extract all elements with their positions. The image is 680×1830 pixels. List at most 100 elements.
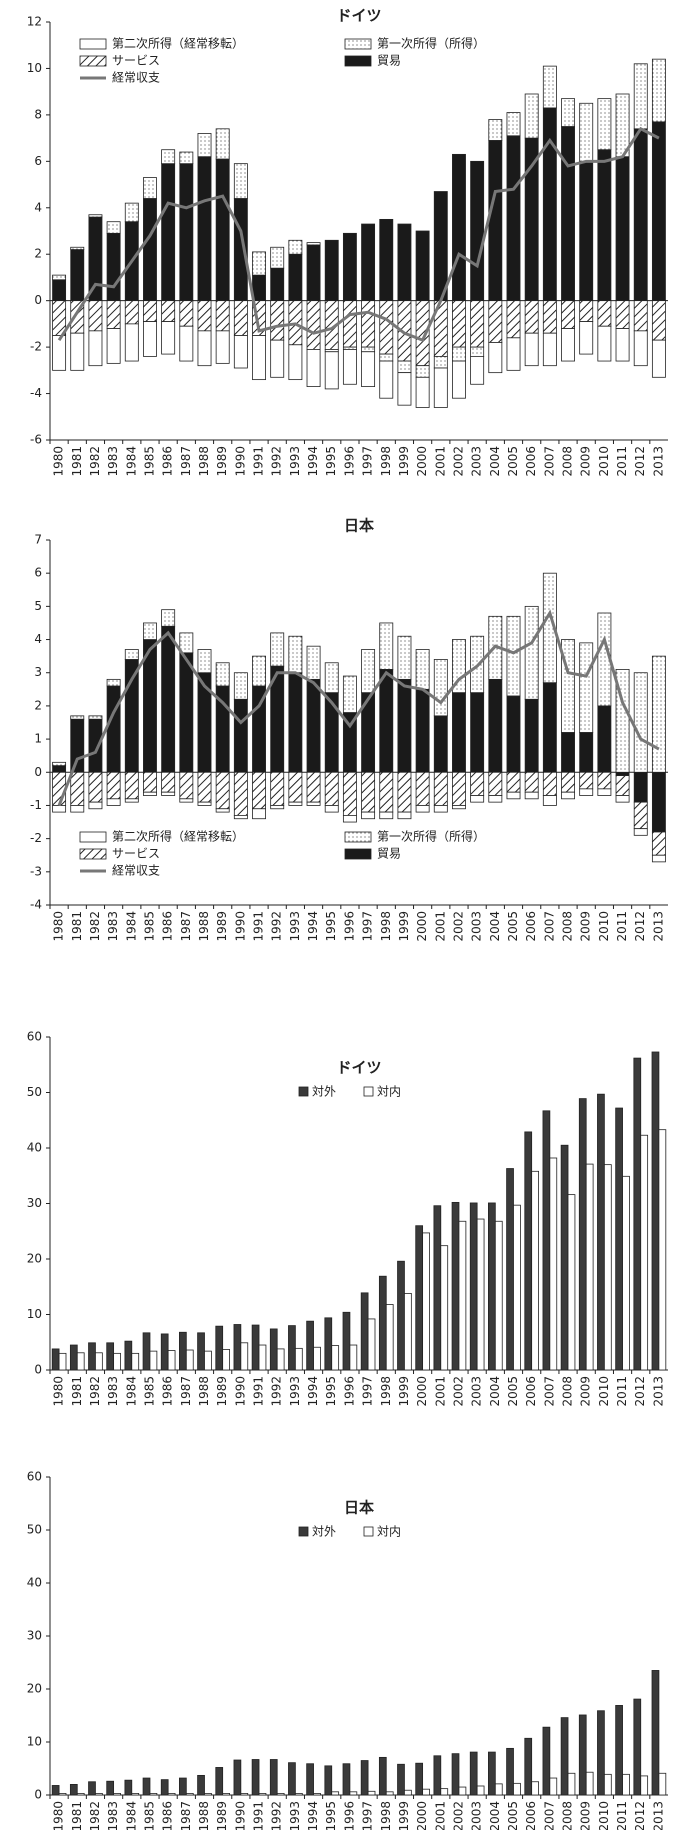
- y-tick-label: 0: [34, 765, 42, 779]
- bar: [306, 1320, 314, 1371]
- bar: [622, 1773, 630, 1796]
- x-tick-label: 1999: [397, 446, 411, 477]
- y-tick-label: 0: [34, 1788, 42, 1802]
- x-tick-label: 1980: [52, 1801, 66, 1830]
- bar: [160, 1779, 169, 1796]
- bar-segment: [488, 119, 503, 141]
- x-tick-label: 2007: [542, 1801, 556, 1830]
- bar-segment: [542, 572, 557, 684]
- bar-segment: [306, 300, 321, 350]
- bar-segment: [633, 128, 648, 302]
- bar-segment: [233, 335, 248, 369]
- x-tick-label: 1987: [179, 911, 193, 942]
- bar-segment: [342, 232, 357, 302]
- legend-label: 第一次所得（所得）: [377, 829, 485, 844]
- bar-segment: [161, 163, 176, 302]
- bar: [51, 1785, 60, 1796]
- bar: [404, 1293, 412, 1371]
- y-tick-label: 30: [27, 1629, 42, 1643]
- x-tick-label: 1981: [70, 911, 84, 942]
- bar-segment: [470, 771, 485, 796]
- bar: [433, 1755, 442, 1796]
- x-tick-label: 1996: [342, 446, 356, 477]
- bar-segment: [524, 791, 539, 800]
- bar: [324, 1765, 333, 1796]
- bar-segment: [615, 156, 630, 302]
- bar: [469, 1202, 478, 1371]
- bar-segment: [197, 801, 212, 806]
- legend-swatch: [344, 831, 372, 843]
- legend-swatch: [298, 1526, 309, 1537]
- bar-segment: [179, 652, 194, 773]
- bar: [397, 1763, 405, 1796]
- legend-swatch: [79, 38, 107, 50]
- y-tick-label: 30: [27, 1196, 42, 1210]
- bar-segment: [433, 715, 448, 773]
- bar-segment: [579, 300, 594, 322]
- x-tick-label: 2002: [451, 446, 465, 477]
- x-tick-label: 2000: [415, 1376, 429, 1407]
- chart-title: 日本: [344, 517, 374, 535]
- bar-segment: [52, 335, 67, 371]
- bar-segment: [342, 815, 357, 823]
- bar: [549, 1157, 558, 1371]
- bar-segment: [252, 251, 266, 276]
- x-tick-label: 1991: [252, 1801, 266, 1830]
- bar-segment: [397, 811, 412, 820]
- bar-segment: [633, 63, 648, 130]
- bar-segment: [70, 249, 85, 302]
- x-tick-label: 1980: [52, 1376, 66, 1407]
- bar: [142, 1332, 151, 1371]
- bar-segment: [233, 815, 248, 820]
- x-tick-label: 2013: [651, 911, 665, 942]
- bar: [451, 1753, 460, 1796]
- bar-segment: [415, 376, 430, 408]
- legend: 貿易 サービス 第一次所得（所得） 第二次所得（経常移転） 経常収支: [79, 829, 485, 878]
- bar-segment: [579, 160, 594, 302]
- bar: [276, 1793, 285, 1796]
- bar-segment: [197, 133, 212, 158]
- bar: [578, 1714, 587, 1796]
- bar-segment: [561, 771, 575, 793]
- bar: [524, 1131, 533, 1371]
- y-tick-label: -4: [30, 898, 42, 912]
- bar: [476, 1785, 485, 1796]
- legend-label: 対内: [377, 1525, 401, 1539]
- bar-segment: [70, 718, 85, 773]
- bar: [560, 1144, 569, 1371]
- x-tick-label: 1999: [397, 1376, 411, 1407]
- bar: [422, 1232, 430, 1371]
- y-tick-label: 0: [34, 293, 42, 307]
- bar-segment: [397, 678, 412, 773]
- y-tick-label: 60: [27, 1470, 42, 1484]
- bar: [531, 1781, 539, 1796]
- bar: [197, 1332, 205, 1371]
- bar-segment: [215, 158, 230, 302]
- bar: [95, 1352, 103, 1371]
- legend-swatch: [79, 831, 107, 843]
- bar-segment: [143, 622, 157, 640]
- bar-segment: [179, 151, 194, 165]
- x-tick-label: 1985: [142, 1801, 156, 1830]
- legend-label: 対外: [312, 1525, 336, 1539]
- line: [57, 609, 660, 807]
- x-tick-label: 1999: [397, 1801, 411, 1830]
- bar: [651, 1051, 660, 1371]
- bar-segment: [270, 300, 285, 341]
- x-tick-label: 1984: [124, 911, 138, 942]
- x-tick-label: 2012: [633, 1801, 647, 1830]
- x-tick-label: 1985: [142, 911, 156, 942]
- bar: [233, 1324, 242, 1371]
- bar: [513, 1782, 521, 1796]
- bar-segment: [179, 300, 194, 327]
- bar-segment: [633, 300, 648, 332]
- bar-segment: [651, 121, 666, 302]
- bar: [622, 1175, 630, 1371]
- x-tick-label: 1991: [252, 1376, 266, 1407]
- legend-label: サービス: [112, 54, 160, 68]
- x-tick-label: 2003: [470, 1376, 484, 1407]
- legend: 対外 対内: [298, 1085, 401, 1099]
- bar-segment: [651, 655, 666, 773]
- bar: [440, 1788, 449, 1796]
- x-tick-label: 1987: [179, 446, 193, 477]
